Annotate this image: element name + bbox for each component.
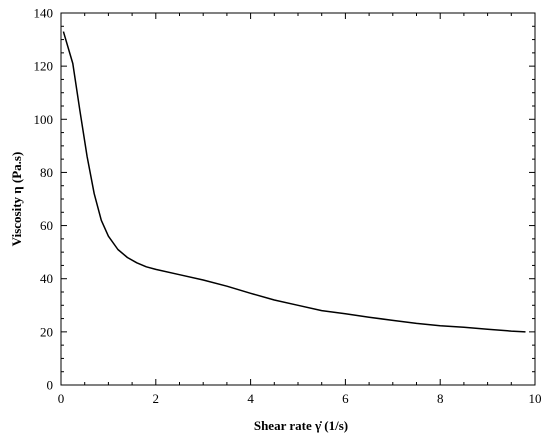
x-tick-label: 4 xyxy=(247,391,254,406)
minor-ticks xyxy=(61,13,535,385)
y-tick-label: 100 xyxy=(34,112,54,127)
y-tick-labels: 0 20 40 60 80 100 120 140 xyxy=(34,6,54,393)
x-axis-title: Shear rate γ̇ (1/s) xyxy=(254,418,348,433)
y-tick-label: 120 xyxy=(34,59,54,74)
y-tick-label: 40 xyxy=(40,271,53,286)
y-tick-label: 20 xyxy=(40,324,53,339)
y-tick-label: 80 xyxy=(40,165,53,180)
y-tick-label: 60 xyxy=(40,218,53,233)
y-tick-label: 0 xyxy=(47,378,54,393)
x-tick-label: 10 xyxy=(529,391,542,406)
plot-area-border xyxy=(60,12,536,386)
x-tick-label: 0 xyxy=(58,391,65,406)
x-tick-labels: 0 2 4 6 8 10 xyxy=(58,391,542,406)
x-tick-label: 6 xyxy=(342,391,349,406)
x-tick-label: 2 xyxy=(153,391,160,406)
plot-frame xyxy=(60,12,536,386)
y-axis-title: Viscosity η (Pa.s) xyxy=(9,152,24,247)
y-tick-label: 140 xyxy=(34,6,54,21)
x-tick-label: 8 xyxy=(437,391,444,406)
major-ticks xyxy=(60,12,536,386)
series-group xyxy=(62,31,526,333)
series-line xyxy=(62,31,526,333)
